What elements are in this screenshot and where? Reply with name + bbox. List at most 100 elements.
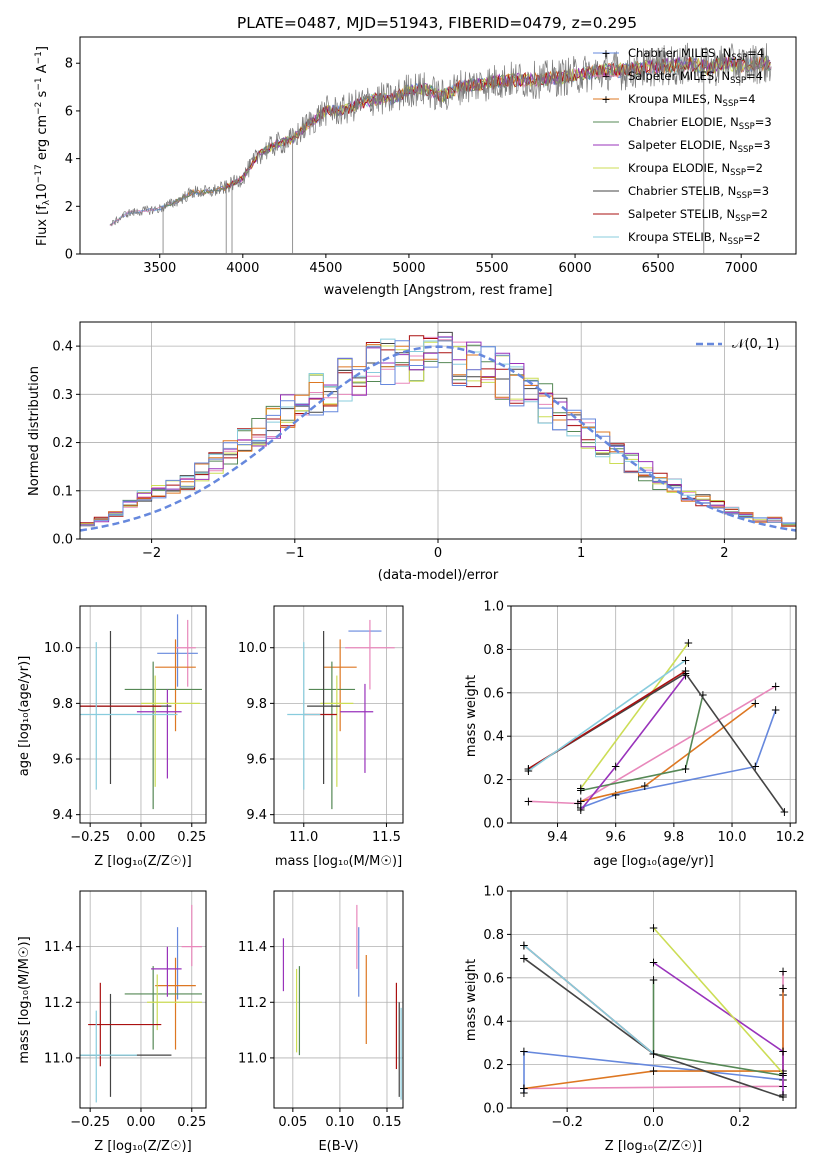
panel-xlabel: Z [log₁₀(Z/Z☉)] [605, 1139, 702, 1154]
panel-ylabel: mass weight [464, 675, 479, 757]
weight-marker: + [523, 794, 533, 808]
legend-marker: + [601, 93, 610, 106]
weight-line [653, 961, 784, 1095]
weight-marker: + [519, 938, 529, 952]
data-spectrum-line [109, 42, 772, 227]
legend-entry-name: Chabrier MILES, N [628, 46, 731, 60]
x-tick-label: 5000 [392, 261, 425, 276]
ylabel-exp4: −1 [34, 51, 44, 64]
y-tick-label: 2 [65, 200, 73, 215]
weight-line [580, 702, 756, 803]
y-tick-label: 0.0 [483, 817, 504, 832]
weight-line [580, 642, 690, 789]
y-tick-label: 0.8 [483, 928, 504, 943]
spectrum-xlabel: wavelength [Angstrom, rest frame] [324, 283, 553, 298]
y-tick-label: 11.2 [44, 996, 73, 1011]
panel-z_age: −0.25 0.00 0.25 9.4 9.6 9.8 10.0 Z [log₁₀(Z/Z☉)… [17, 605, 207, 869]
legend-entry: Kroupa ELODIE, NSSP=2 [628, 161, 763, 178]
y-tick-label: 11.0 [238, 1051, 267, 1066]
y-tick-label: 10.0 [44, 641, 73, 656]
legend-entry: Salpeter MILES, NSSP=4 [628, 69, 763, 86]
legend-entry-count: =3 [754, 138, 771, 152]
spectrum-panel: 3500 4000 4500 5000 5500 6000 6500 7000 0 2 4 6 8 wa… [34, 36, 797, 298]
y-tick-label: 0.3 [52, 388, 73, 403]
weight-marker: + [778, 1066, 788, 1080]
residuals-xlabel: (data-model)/error [378, 568, 499, 583]
legend-entry-sub: SSP [730, 168, 746, 178]
weight-marker: + [680, 653, 690, 667]
x-tick-label: 4500 [309, 261, 342, 276]
weight-marker: + [648, 973, 658, 987]
y-tick-label: 11.2 [238, 996, 267, 1011]
x-tick-label: 3500 [143, 261, 176, 276]
x-tick-label: 0.10 [325, 1115, 354, 1130]
legend-entry-sub: SSP [739, 122, 755, 132]
y-tick-label: 0.4 [483, 1015, 504, 1030]
y-tick-label: 0.2 [483, 1058, 504, 1073]
ylabel-exp3: −1 [34, 77, 44, 90]
legend-entry-count: =4 [738, 92, 755, 106]
ylabel-s: s [35, 90, 50, 101]
weight-line [580, 694, 704, 792]
y-tick-label: 11.4 [44, 940, 73, 955]
y-tick-label: 0.4 [483, 730, 504, 745]
x-tick-label: 9.8 [664, 830, 685, 845]
weight-marker: + [778, 1090, 788, 1104]
ylabel-ten: 10 [35, 183, 50, 200]
weight-marker: + [611, 760, 621, 774]
spectrum-ylabel: Flux [fλ10−17 erg cm−2 s−1 A−1] [34, 46, 52, 246]
y-tick-label: 9.6 [52, 753, 73, 768]
weight-line [523, 988, 784, 1090]
panel-age_weight: 9.4 9.6 9.8 10.0 10.20.00.20.40.60.81.0+++++… [464, 600, 805, 870]
panel-border [510, 890, 797, 1109]
legend-entry-name: Chabrier ELODIE, N [628, 115, 739, 129]
weight-marker: + [771, 703, 781, 717]
legend-entry-sub: SSP [736, 191, 752, 201]
x-tick-label: −1 [285, 546, 304, 561]
weight-marker: + [523, 762, 533, 776]
panel-border [510, 605, 797, 824]
panel-xlabel: E(B-V) [318, 1139, 358, 1154]
panel-z_weight: −0.2 0.0 0.20.00.20.40.60.81.0+++++ ++++ +++… [464, 885, 797, 1154]
panel-z_mass: −0.25 0.00 0.25 11.0 11.2 11.4 Z [log₁₀(Z/Z☉)]… [17, 890, 207, 1154]
x-tick-label: −0.2 [551, 1115, 583, 1130]
legend-entry: Kroupa MILES, NSSP=4 [628, 92, 755, 109]
x-tick-label: 0.25 [177, 830, 206, 845]
ylabel-exp1: −17 [34, 164, 44, 183]
residuals-border [79, 321, 797, 540]
ylabel-flux: Flux [f [35, 205, 50, 246]
panel-background [511, 606, 796, 823]
x-tick-label: 6000 [559, 261, 592, 276]
y-tick-label: 0.2 [52, 436, 73, 451]
panel-ylabel: mass [log₁₀(M/M☉)] [17, 936, 32, 1063]
y-tick-label: 9.4 [246, 808, 267, 823]
panel-mass_age: 11.0 11.5 9.4 9.6 9.8 10.0 mass [log₁₀(M/M☉)] [238, 605, 404, 869]
weight-marker: + [771, 679, 781, 693]
weight-line [527, 659, 686, 772]
y-tick-label: 0.6 [483, 686, 504, 701]
x-tick-label: 4000 [226, 261, 259, 276]
weight-marker: + [680, 666, 690, 680]
weight-marker: + [778, 1045, 788, 1059]
weight-marker: + [750, 697, 760, 711]
weight-marker: + [778, 1088, 788, 1102]
legend-entry: Salpeter ELODIE, NSSP=3 [628, 138, 771, 155]
weight-marker: + [648, 956, 658, 970]
legend-entry: Chabrier STELIB, NSSP=3 [628, 184, 769, 201]
residuals-panel: −2 −1 0 1 2 0.0 0.1 0.2 0.3 0.4 (data-model)/erro… [27, 321, 797, 583]
weight-marker: + [648, 921, 658, 935]
weight-marker: + [576, 794, 586, 808]
panel-border [273, 890, 404, 1109]
legend-entry-name: Salpeter MILES, N [628, 69, 730, 83]
weight-marker: + [519, 1045, 529, 1059]
x-tick-label: 2 [720, 546, 728, 561]
x-tick-label: 10.2 [776, 830, 805, 845]
legend-entry-count: =2 [751, 207, 768, 221]
panel-ebv_mass: 0.05 0.10 0.15 11.0 11.2 11.4 E(B-V) [238, 890, 404, 1154]
y-tick-label: 0.6 [483, 971, 504, 986]
weight-line [528, 685, 777, 805]
legend-entry-name: Kroupa STELIB, N [628, 230, 728, 244]
weight-marker: + [778, 982, 788, 996]
y-tick-label: 6 [65, 104, 73, 119]
weight-marker: + [519, 1086, 529, 1100]
